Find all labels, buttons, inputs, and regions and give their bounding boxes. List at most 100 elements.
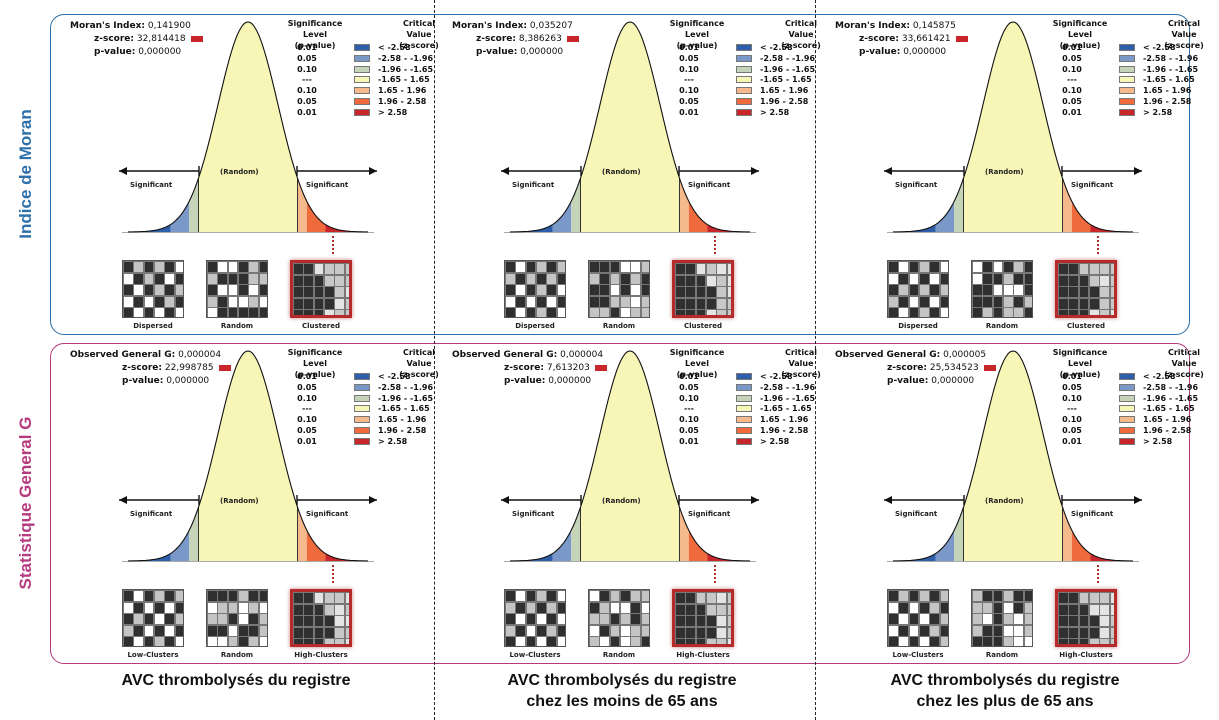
map-cell [1068, 274, 1080, 287]
map-cell [972, 307, 983, 317]
legend-crit-value: -2.58 - -1.96 [1143, 53, 1199, 63]
p-value-row: p-value: 0,000000 [70, 375, 231, 388]
map-cell [217, 624, 229, 637]
legend-row: 0.01 < -2.58 [282, 371, 452, 382]
map-cell [706, 626, 717, 639]
z-score-row: z-score: 33,661421 [835, 33, 968, 46]
map-cell [982, 295, 994, 308]
stats-block: Observed General G: 0,000004 z-score: 7,6… [452, 349, 607, 388]
map-cell [695, 615, 707, 628]
map-cell [1099, 309, 1111, 315]
curve-band-neg-010 [571, 178, 581, 232]
pattern-map-0 [122, 589, 184, 647]
curve-band-pos-001 [325, 553, 368, 561]
map-cell [207, 261, 218, 274]
map-cell [640, 636, 649, 646]
map-cell [675, 274, 686, 287]
normal-curve-plot [119, 21, 377, 256]
map-cell [992, 613, 1004, 626]
pattern-map-label: Random [985, 651, 1019, 659]
map-cell [293, 309, 304, 315]
map-cell [324, 263, 335, 276]
map-cell [133, 636, 145, 646]
map-cell [133, 613, 145, 626]
map-cell [589, 307, 600, 317]
map-cell [334, 638, 346, 644]
map-cell [972, 613, 983, 626]
map-cell [929, 272, 941, 285]
map-cell [1058, 309, 1069, 315]
curve-band-pos-010 [1062, 178, 1072, 232]
index-row: Moran's Index: 0,141900 [70, 20, 203, 33]
map-cell [227, 613, 239, 626]
map-cell [324, 626, 335, 639]
map-cell [589, 261, 600, 274]
map-cell [133, 601, 145, 614]
right-significant-label: Significant [688, 510, 731, 518]
map-cell [334, 263, 346, 276]
pattern-map-0 [887, 589, 949, 647]
map-cell [620, 307, 631, 317]
map-cell [174, 307, 183, 317]
map-cell [898, 284, 910, 297]
legend-sig-header-line1: Significance Level [1052, 19, 1108, 39]
index-label: Moran's Index: [835, 21, 911, 31]
map-cell [174, 295, 183, 308]
map-cell [525, 601, 537, 614]
map-cell [695, 638, 707, 644]
map-cell [344, 603, 349, 616]
map-cell [1078, 297, 1090, 310]
curve-band-random [580, 22, 680, 232]
legend-row: --- -1.65 - 1.65 [282, 403, 452, 414]
map-cell [1109, 286, 1114, 299]
map-cell [313, 274, 325, 287]
map-cell [716, 626, 728, 639]
legend-crit-value: 1.65 - 1.96 [378, 86, 427, 96]
right-significant-label: Significant [1071, 510, 1114, 518]
map-cell [982, 307, 994, 317]
index-value: 0,000005 [943, 350, 987, 360]
pattern-map-highlighted [672, 260, 734, 318]
map-cell [1023, 295, 1032, 308]
map-cell [303, 297, 315, 310]
map-cell [1109, 274, 1114, 287]
map-cell [248, 613, 260, 626]
legend-sig-value: 0.10 [679, 415, 699, 425]
map-cell [726, 615, 731, 628]
map-cell [908, 590, 920, 603]
map-cell [123, 284, 134, 297]
legend-row: 0.10 -1.96 - -1.65 [282, 393, 452, 404]
legend-crit-value: -2.58 - -1.96 [760, 382, 816, 392]
index-value: 0,000004 [560, 350, 604, 360]
column-label-line-1: AVC thrombolysés du registre [121, 672, 351, 689]
map-cell [133, 261, 145, 274]
map-cell [706, 603, 717, 616]
map-cell [1058, 286, 1069, 299]
map-cell [164, 624, 176, 637]
map-cell [303, 286, 315, 299]
panel: Observed General G: 0,000004 z-score: 7,6… [444, 345, 828, 665]
map-cell [143, 601, 155, 614]
map-cell [599, 284, 611, 297]
map-cell [599, 624, 611, 637]
p-value-value: 0,000000 [138, 47, 182, 57]
legend-swatch [354, 44, 370, 51]
map-cell [992, 636, 1004, 646]
curve-band-pos-001 [1090, 553, 1133, 561]
left-arrowhead [501, 167, 509, 175]
map-cell [972, 590, 983, 603]
map-cell [248, 601, 260, 614]
legend-crit-value: 1.96 - 2.58 [760, 425, 809, 435]
legend-row: 0.10 -1.96 - -1.65 [664, 64, 834, 75]
map-cell [1078, 274, 1090, 287]
legend-crit-value: -1.65 - 1.65 [378, 404, 430, 414]
map-cell [982, 284, 994, 297]
legend-row: 0.01 > 2.58 [1047, 436, 1217, 447]
map-cell [898, 590, 910, 603]
legend-row: 0.10 1.65 - 1.96 [664, 414, 834, 425]
legend-swatch [736, 437, 752, 445]
map-cell [1099, 263, 1111, 276]
legend-crit-value: < -2.58 [1143, 43, 1176, 52]
map-cell [1089, 309, 1100, 315]
map-cell [929, 261, 941, 274]
